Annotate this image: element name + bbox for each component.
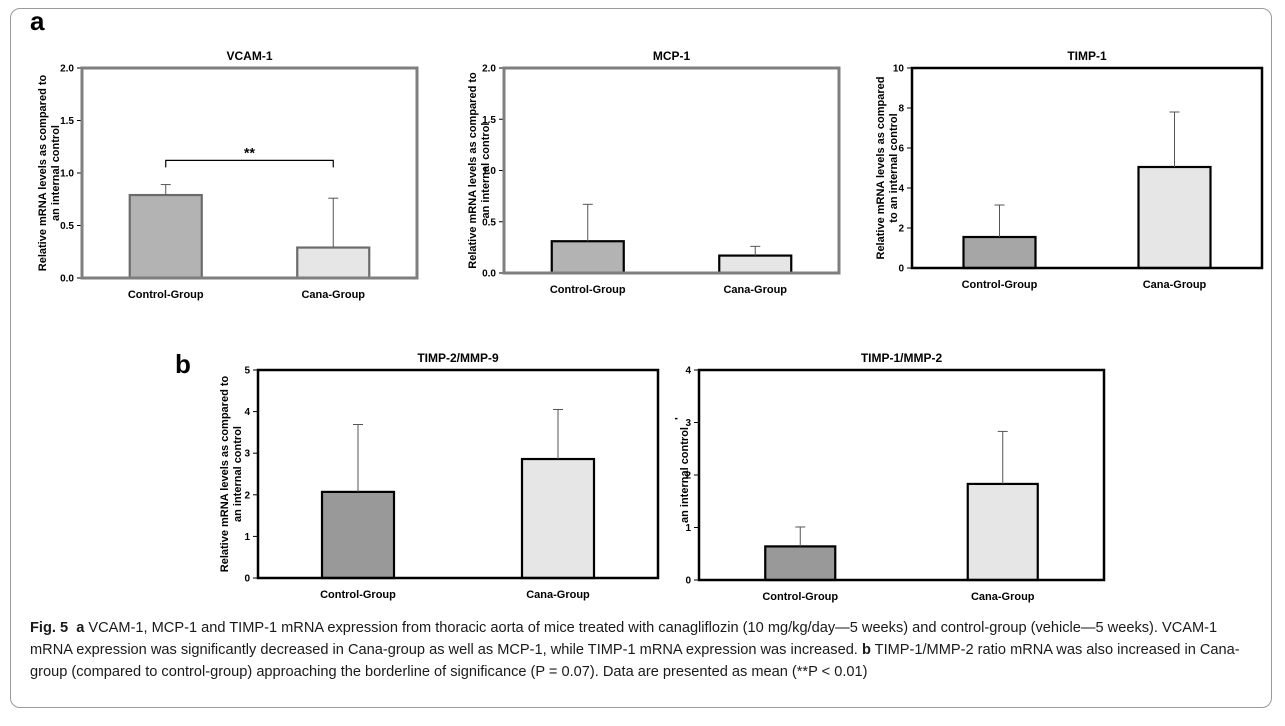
y-axis-label-line: an internal control [232, 426, 244, 522]
caption-fig-label: Fig. 5 [30, 620, 69, 636]
chart-title: VCAM-1 [226, 49, 272, 63]
y-axis-label-line: Relative mRNA levels as compared to [467, 72, 479, 269]
y-tick-label: 3 [244, 449, 250, 460]
bar [764, 545, 837, 582]
y-tick-label: 1 [244, 532, 250, 543]
y-tick-label: 5 [244, 366, 250, 377]
x-tick-label: Control-Group [762, 591, 838, 603]
y-tick-label: 8 [898, 104, 904, 115]
y-tick-label: 6 [898, 144, 904, 155]
y-tick-label: 1 [685, 523, 691, 534]
y-tick-label: 0 [685, 576, 691, 587]
y-tick-label: 4 [898, 184, 904, 195]
y-tick-label: 4 [244, 407, 250, 418]
y-tick-label: 1.5 [60, 116, 74, 127]
x-tick-label: Control-Group [128, 289, 204, 301]
x-tick-label: Cana-Group [301, 289, 365, 301]
chart-title: TIMP-1/MMP-2 [861, 351, 943, 365]
timp1-mmp2-chart: TIMP-1/MMP-2 0 1 2 3 4 Control-Group Cana-Group… [675, 351, 1106, 603]
x-tick-label: Cana-Group [971, 591, 1035, 603]
y-tick-label: 2 [244, 490, 250, 501]
plot-frame [256, 368, 660, 580]
x-tick-label: Cana-Group [526, 589, 590, 601]
chart-title: TIMP-1 [1067, 49, 1107, 63]
y-axis-label: Relative mRNA levels as compared to an in… [875, 76, 900, 259]
bar [962, 235, 1037, 270]
y-tick-label: 0 [244, 574, 250, 585]
significance-label: ** [244, 144, 255, 160]
caption-part2-letter: b [861, 642, 871, 658]
y-tick-label: 0 [898, 264, 904, 275]
panel-b-letter: b [175, 349, 191, 379]
y-axis-label-line: an internal control [679, 427, 691, 523]
timp1-chart: TIMP-1 0 2 4 6 8 10 Control-Group Cana-Group Rela… [875, 49, 1264, 291]
y-tick-label: 2.0 [482, 64, 496, 75]
y-axis-label-line: an internal control [480, 123, 492, 219]
figure-caption: Fig. 5 a VCAM-1, MCP-1 and TIMP-1 mRNA e… [30, 617, 1260, 683]
y-tick-label: 1.0 [482, 166, 496, 177]
timp2-mmp9-chart: TIMP-2/MMP-9 0 1 2 3 4 5 Control-Group Cana-Grou… [219, 351, 660, 601]
y-axis-label-line: Relative mRNA levels as compared [875, 76, 887, 259]
y-tick-label: 2 [898, 224, 904, 235]
caption-part1-text: VCAM-1, MCP-1 and TIMP-1 mRNA expression… [30, 620, 1218, 658]
y-tick-label: 0.0 [482, 269, 496, 280]
vcam1-chart: VCAM-1 0.0 0.5 1.0 1.5 2.0 Control-Group Cana-G… [37, 49, 419, 301]
y-tick-label: 3 [685, 418, 691, 429]
bar [296, 246, 371, 280]
chart-title: TIMP-2/MMP-9 [417, 351, 499, 365]
mcp1-chart: MCP-1 0.0 0.5 1.0 1.5 2.0 Control-Group Cana-Gr… [467, 49, 841, 296]
y-axis-label-line: Relative mRNA levels as compared to [37, 74, 49, 271]
y-tick-label: 1.0 [60, 169, 74, 180]
x-tick-label: Control-Group [550, 284, 626, 296]
plot-frame [910, 66, 1264, 270]
y-axis-label-line: an internal control [50, 125, 62, 221]
figure-frame [10, 8, 1272, 708]
y-tick-label: 0.5 [482, 217, 496, 228]
bar [320, 490, 396, 580]
bar [1137, 165, 1212, 270]
panel-a-letter: a [30, 6, 45, 36]
plot-frame [80, 66, 419, 280]
x-tick-label: Cana-Group [1143, 279, 1207, 291]
plot-frame [697, 368, 1106, 582]
y-axis-label-line: Relative mRNA levels as compared to [675, 376, 678, 573]
y-tick-label: 10 [893, 64, 905, 75]
caption-part2-text: TIMP-1/MMP-2 ratio mRNA was also increas… [30, 642, 1240, 680]
y-tick-label: 2.0 [60, 64, 74, 75]
x-tick-label: Cana-Group [723, 284, 787, 296]
y-tick-label: 1.5 [482, 115, 496, 126]
x-tick-label: Control-Group [320, 589, 396, 601]
bar [966, 482, 1039, 582]
y-tick-label: 0.5 [60, 221, 74, 232]
caption-part1-letter: a [76, 620, 85, 636]
bar [718, 254, 793, 275]
bar [128, 193, 203, 280]
x-tick-label: Control-Group [962, 279, 1038, 291]
bar [550, 240, 625, 275]
plot-frame [502, 66, 841, 275]
chart-title: MCP-1 [653, 49, 691, 63]
y-tick-label: 2 [685, 471, 691, 482]
y-tick-label: 0.0 [60, 274, 74, 285]
significance-bracket [165, 159, 334, 168]
bar [520, 457, 596, 580]
y-axis-label-line: to an internal control [888, 113, 900, 222]
y-axis-label-line: Relative mRNA levels as compared to [219, 375, 231, 572]
y-tick-label: 4 [685, 366, 691, 377]
